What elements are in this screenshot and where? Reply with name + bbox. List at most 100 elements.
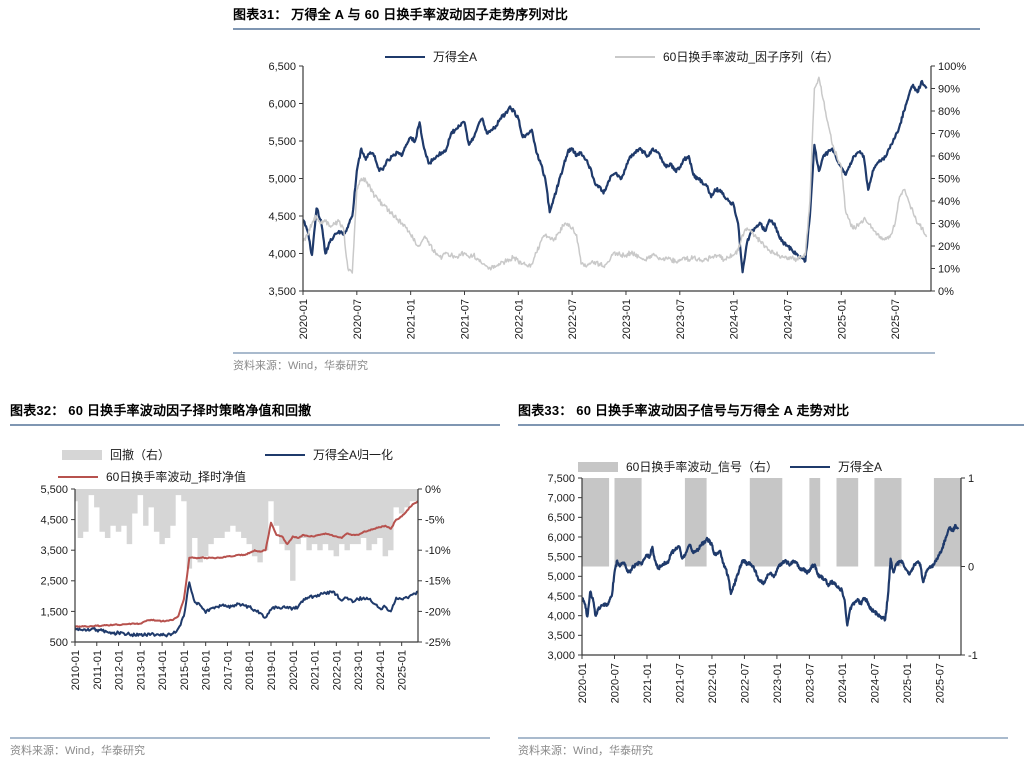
legend-label: 60日换手率波动_因子序列（右） — [663, 50, 840, 64]
chart32-legend-timing-nav: 60日换手率波动_择时净值 — [58, 468, 246, 485]
svg-text:2010-01: 2010-01 — [70, 650, 82, 690]
svg-text:2022-01: 2022-01 — [707, 663, 719, 703]
legend-label: 60日换手率波动_信号（右） — [626, 460, 779, 474]
chart32-legend-wind-norm: 万得全A归一化 — [265, 446, 393, 463]
svg-text:2016-01: 2016-01 — [201, 650, 213, 690]
chart33-legend-signal: 60日换手率波动_信号（右） — [578, 458, 778, 475]
svg-text:2022-07: 2022-07 — [739, 663, 751, 703]
svg-text:2021-01: 2021-01 — [406, 299, 418, 339]
svg-text:10%: 10% — [938, 263, 960, 275]
svg-text:-20%: -20% — [425, 606, 451, 618]
line-swatch-icon — [58, 475, 98, 478]
svg-text:80%: 80% — [938, 106, 960, 118]
svg-text:2012-01: 2012-01 — [114, 650, 126, 690]
svg-text:20%: 20% — [938, 241, 960, 253]
svg-text:2025-07: 2025-07 — [934, 663, 946, 703]
line-swatch-icon — [790, 465, 830, 468]
svg-text:6,000: 6,000 — [547, 532, 575, 544]
chart31-source-rule — [233, 352, 935, 354]
svg-text:2024-01: 2024-01 — [837, 663, 849, 703]
bar-swatch-icon — [578, 461, 618, 472]
svg-text:500: 500 — [50, 637, 68, 649]
chart32-source-text: 资料来源：Wind，华泰研究 — [10, 745, 146, 757]
svg-text:4,000: 4,000 — [268, 248, 296, 260]
svg-text:2013-01: 2013-01 — [135, 650, 147, 690]
svg-text:2011-01: 2011-01 — [92, 650, 104, 690]
chart32-legend-drawdown: 回撤（右） — [62, 446, 170, 463]
svg-text:3,500: 3,500 — [40, 545, 68, 557]
legend-label: 60日换手率波动_择时净值 — [106, 470, 247, 484]
svg-text:-5%: -5% — [425, 514, 445, 526]
svg-text:90%: 90% — [938, 83, 960, 95]
svg-text:2020-07: 2020-07 — [609, 663, 621, 703]
svg-text:1: 1 — [968, 473, 974, 485]
svg-text:1,500: 1,500 — [40, 606, 68, 618]
svg-text:2021-01: 2021-01 — [310, 650, 322, 690]
svg-text:2020-01: 2020-01 — [298, 299, 310, 339]
svg-text:2020-01: 2020-01 — [288, 650, 300, 690]
chart33-source-text: 资料来源：Wind，华泰研究 — [518, 745, 654, 757]
svg-text:100%: 100% — [938, 61, 966, 73]
chart32-title: 图表32： 60 日换手率波动因子择时策略净值和回撤 — [10, 400, 500, 426]
svg-text:2025-07: 2025-07 — [890, 299, 902, 339]
svg-text:2024-07: 2024-07 — [869, 663, 881, 703]
svg-text:6,500: 6,500 — [547, 512, 575, 524]
svg-text:7,500: 7,500 — [547, 473, 575, 485]
chart31-plot: 3,500 4,000 4,500 5,000 5,500 6,000 6,500 0% 10%… — [268, 61, 966, 340]
svg-text:-1: -1 — [968, 650, 978, 662]
svg-text:2022-01: 2022-01 — [331, 650, 343, 690]
chart31-source-text: 资料来源：Wind，华泰研究 — [233, 360, 369, 372]
area-swatch-icon — [62, 449, 102, 460]
svg-text:2023-07: 2023-07 — [804, 663, 816, 703]
chart33-plot: 3,000 3,500 4,000 4,500 5,000 5,500 6,000 6,500… — [547, 473, 978, 704]
svg-text:0: 0 — [968, 561, 974, 573]
svg-text:2023-01: 2023-01 — [621, 299, 633, 339]
line-swatch-icon — [385, 55, 425, 58]
svg-text:0%: 0% — [938, 286, 954, 298]
svg-text:2024-01: 2024-01 — [375, 650, 387, 690]
svg-text:5,500: 5,500 — [547, 552, 575, 564]
svg-text:3,000: 3,000 — [547, 650, 575, 662]
svg-text:6,000: 6,000 — [268, 98, 296, 110]
svg-text:2022-07: 2022-07 — [567, 299, 579, 339]
chart33-legend-wind-all-a: 万得全A — [790, 458, 882, 475]
chart31-legend-factor-series: 60日换手率波动_因子序列（右） — [615, 48, 839, 65]
svg-text:70%: 70% — [938, 128, 960, 140]
legend-label: 万得全A归一化 — [313, 448, 394, 462]
svg-text:2024-07: 2024-07 — [782, 299, 794, 339]
svg-text:2017-01: 2017-01 — [222, 650, 234, 690]
svg-text:40%: 40% — [938, 196, 960, 208]
svg-text:2015-01: 2015-01 — [179, 650, 191, 690]
svg-text:5,000: 5,000 — [268, 173, 296, 185]
chart33-source-rule — [518, 737, 1008, 739]
svg-text:-10%: -10% — [425, 545, 451, 557]
legend-label: 回撤（右） — [110, 448, 171, 462]
svg-text:-25%: -25% — [425, 637, 451, 649]
chart31-title: 图表31： 万得全 A 与 60 日换手率波动因子走势序列对比 — [233, 4, 980, 30]
svg-text:3,500: 3,500 — [268, 286, 296, 298]
chart31-block: 图表31： 万得全 A 与 60 日换手率波动因子走势序列对比 万得全A 60日… — [233, 4, 980, 379]
svg-text:2025-01: 2025-01 — [836, 299, 848, 339]
svg-text:2,500: 2,500 — [40, 576, 68, 588]
svg-text:2020-07: 2020-07 — [352, 299, 364, 339]
svg-text:3,500: 3,500 — [547, 630, 575, 642]
svg-text:2021-07: 2021-07 — [674, 663, 686, 703]
svg-text:2018-01: 2018-01 — [244, 650, 256, 690]
svg-text:60%: 60% — [938, 151, 960, 163]
svg-text:2019-01: 2019-01 — [266, 650, 278, 690]
svg-text:4,000: 4,000 — [547, 611, 575, 623]
svg-text:5,000: 5,000 — [547, 571, 575, 583]
svg-text:30%: 30% — [938, 218, 960, 230]
svg-text:0%: 0% — [425, 484, 441, 496]
svg-text:4,500: 4,500 — [40, 514, 68, 526]
chart31-legend-wind-all-a: 万得全A — [385, 48, 477, 65]
chart33-title: 图表33： 60 日换手率波动因子信号与万得全 A 走势对比 — [518, 400, 1024, 426]
svg-text:-15%: -15% — [425, 576, 451, 588]
chart32-plot: 500 1,500 2,500 3,500 4,500 5,500 -25% -20% -15%… — [40, 484, 451, 691]
line-swatch-icon — [265, 453, 305, 456]
line-swatch-icon — [615, 55, 655, 58]
svg-text:2023-01: 2023-01 — [772, 663, 784, 703]
svg-text:4,500: 4,500 — [268, 211, 296, 223]
svg-text:5,500: 5,500 — [40, 484, 68, 496]
